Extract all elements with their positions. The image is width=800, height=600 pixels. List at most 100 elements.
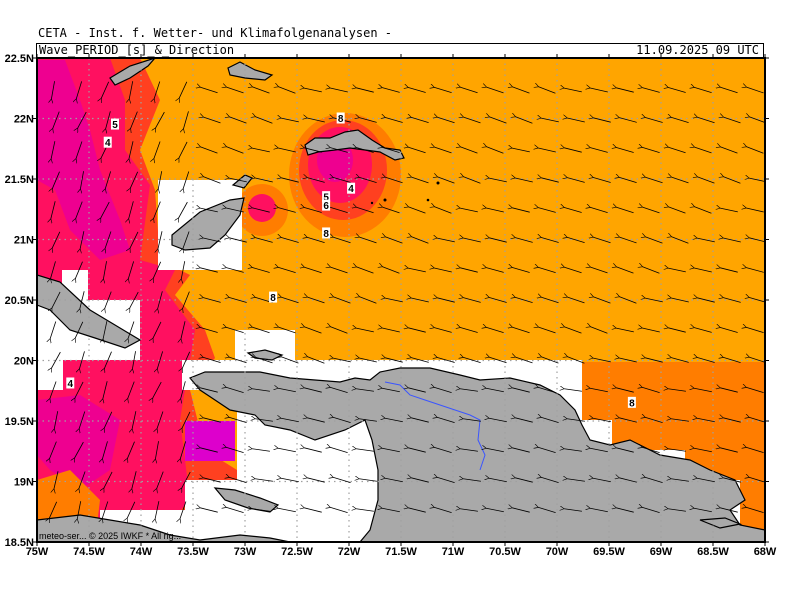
direction-arrow	[304, 88, 322, 93]
direction-arrow	[645, 177, 663, 184]
direction-arrow	[515, 238, 533, 243]
direction-arrow	[334, 297, 351, 304]
direction-arrow	[671, 177, 689, 184]
direction-arrow	[157, 351, 164, 368]
direction-arrow	[54, 411, 59, 429]
direction-arrow	[460, 389, 478, 392]
direction-arrow	[132, 411, 137, 429]
direction-arrow	[460, 449, 478, 452]
direction-arrow	[590, 448, 608, 453]
direction-arrow	[132, 351, 136, 369]
direction-arrow	[281, 118, 299, 123]
direction-arrow	[304, 508, 322, 513]
direction-arrow	[180, 501, 187, 518]
direction-arrow	[50, 321, 57, 338]
valid-time: 11.09.2025 09 UTC	[636, 43, 759, 57]
direction-arrow	[642, 88, 660, 93]
direction-arrow	[487, 147, 504, 154]
direction-arrow	[382, 448, 400, 453]
direction-arrow	[52, 291, 61, 308]
direction-arrow	[746, 208, 764, 213]
period-4s-southwest	[37, 395, 120, 490]
direction-arrow	[645, 477, 663, 484]
direction-arrow	[229, 417, 247, 424]
direction-arrow	[593, 418, 611, 423]
lon-label: 74.5W	[73, 546, 105, 558]
direction-arrow	[697, 478, 715, 483]
contour-label: 8	[338, 114, 344, 125]
direction-arrow	[278, 327, 296, 334]
direction-arrow	[411, 358, 429, 363]
period-5s-inagua	[248, 194, 276, 222]
direction-arrow	[382, 508, 400, 513]
direction-arrow	[132, 471, 137, 488]
direction-arrow	[512, 388, 530, 393]
subtitle-bar: Wave_PERIOD_[s]_&_Direction 11.09.2025 0…	[36, 43, 764, 57]
direction-arrow	[643, 267, 660, 274]
direction-arrow	[382, 328, 400, 333]
direction-arrow	[411, 478, 429, 483]
direction-arrow	[104, 471, 113, 488]
direction-arrow	[153, 261, 162, 278]
direction-arrow	[411, 177, 429, 184]
direction-arrow	[567, 118, 585, 123]
direction-arrow	[747, 147, 764, 154]
lat-label: 19.5N	[5, 416, 34, 428]
direction-arrow	[182, 351, 191, 368]
direction-arrow	[723, 117, 741, 124]
direction-arrow	[330, 447, 348, 454]
direction-arrow	[671, 298, 689, 303]
direction-arrow	[463, 357, 481, 364]
contour-label-bg	[336, 112, 345, 124]
direction-arrow	[49, 501, 58, 518]
direction-arrow	[200, 268, 218, 273]
direction-arrow	[720, 208, 738, 213]
direction-arrow	[542, 357, 559, 364]
direction-arrow	[567, 297, 585, 304]
direction-arrow	[252, 327, 270, 334]
direction-arrow	[304, 388, 322, 393]
direction-arrow	[179, 141, 188, 158]
direction-arrow	[695, 207, 712, 214]
lon-label: 68.5W	[697, 546, 729, 558]
direction-arrow	[590, 508, 608, 513]
direction-arrow	[182, 471, 191, 488]
direction-arrow	[181, 321, 186, 339]
direction-arrow	[721, 147, 738, 154]
direction-arrow	[746, 327, 764, 334]
direction-arrow	[642, 328, 660, 333]
direction-arrow	[281, 478, 299, 483]
direction-arrow	[486, 508, 504, 513]
direction-arrow	[385, 298, 403, 303]
period-4s-west	[37, 60, 130, 260]
direction-arrow	[671, 117, 689, 124]
direction-arrow	[105, 171, 112, 188]
direction-arrow	[333, 417, 351, 424]
direction-arrow	[645, 298, 663, 303]
direction-arrow	[75, 321, 84, 338]
direction-arrow	[749, 178, 765, 182]
direction-arrow	[593, 178, 611, 183]
direction-arrow	[330, 507, 348, 514]
direction-arrow	[671, 479, 689, 482]
hispaniola	[189, 367, 765, 542]
direction-arrow	[486, 268, 504, 273]
direction-arrow	[460, 87, 478, 94]
direction-arrow	[437, 238, 455, 243]
direction-arrow	[79, 471, 86, 489]
direction-arrow	[460, 328, 478, 333]
direction-arrow	[127, 501, 136, 518]
direction-arrow	[668, 147, 686, 154]
direction-arrow	[697, 418, 715, 423]
direction-arrow	[184, 111, 189, 128]
copyright: meteo-ser... © 2025 IWKF * All rig...	[39, 531, 181, 541]
small-islands	[370, 181, 440, 205]
direction-arrow	[385, 177, 403, 184]
lat-label: 20.5N	[5, 295, 34, 307]
contour-label: 4	[348, 184, 354, 195]
direction-arrow	[746, 507, 764, 514]
direction-arrow	[619, 478, 637, 483]
direction-arrow	[460, 208, 478, 213]
direction-arrow	[158, 171, 163, 189]
direction-arrow	[564, 148, 582, 153]
